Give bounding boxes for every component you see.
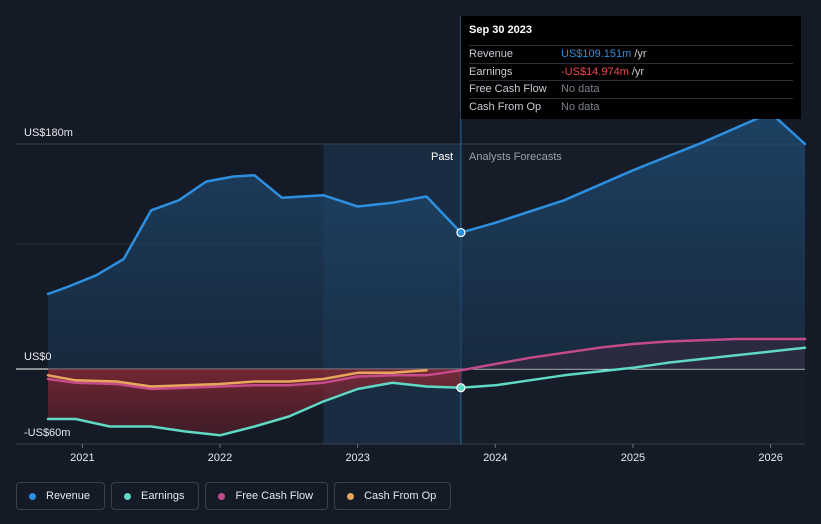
legend: Revenue Earnings Free Cash Flow Cash From O… xyxy=(16,482,452,510)
tooltip-series-value: -US$14.974m xyxy=(561,65,629,78)
legend-label: Free Cash Flow xyxy=(235,490,314,502)
legend-dot-icon xyxy=(347,492,355,500)
fcf-forecast-area xyxy=(460,339,805,371)
hover-markers xyxy=(456,227,466,393)
legend-item[interactable]: Free Cash Flow xyxy=(205,482,329,510)
y-axis-top-label: US$180m xyxy=(24,127,73,139)
revenue-marker xyxy=(456,227,466,238)
x-tick-label: 2021 xyxy=(70,452,94,464)
tooltip-row: Cash From Op No data xyxy=(469,97,793,116)
legend-label: Cash From Op xyxy=(364,490,437,502)
legend-dot-icon xyxy=(124,492,132,500)
legend-label: Revenue xyxy=(46,490,91,502)
series-lines xyxy=(46,111,807,437)
tooltip: Sep 30 2023 Revenue US$109.151m/yr Earning… xyxy=(461,16,801,119)
tooltip-series-value: US$109.151m xyxy=(561,48,632,61)
legend-label: Earnings xyxy=(141,490,185,502)
legend-dot-icon xyxy=(29,492,36,500)
legend-item[interactable]: Earnings xyxy=(111,482,200,510)
free-cash-flow-line xyxy=(46,337,807,391)
x-tick-label: 2023 xyxy=(345,452,369,464)
tooltip-series-value: No data xyxy=(561,83,600,96)
earnings-line xyxy=(46,346,807,437)
y-axis-bottom-label: -US$60m xyxy=(24,427,70,439)
x-tick-label: 2022 xyxy=(208,452,232,464)
cash-from-op-line xyxy=(46,369,428,388)
tooltip-row: Revenue US$109.151m/yr xyxy=(469,45,793,63)
tooltip-series-name: Revenue xyxy=(469,48,514,61)
tooltip-date: Sep 30 2023 xyxy=(469,24,532,36)
x-tick-label: 2025 xyxy=(621,452,645,464)
tooltip-row: Free Cash Flow No data xyxy=(469,80,793,98)
tooltip-row: Earnings -US$14.974m/yr xyxy=(469,62,793,81)
tooltip-series-name: Earnings xyxy=(469,65,513,78)
legend-item[interactable]: Cash From Op xyxy=(334,482,452,510)
legend-item[interactable]: Revenue xyxy=(16,482,106,510)
legend-dot-icon xyxy=(218,492,226,500)
tooltip-series-name: Free Cash Flow xyxy=(469,83,547,96)
tooltip-series-value: No data xyxy=(561,100,600,113)
tooltip-series-name: Cash From Op xyxy=(469,100,542,113)
x-tick-label: 2026 xyxy=(758,452,782,464)
tooltip-unit: /yr xyxy=(634,48,647,61)
tooltip-rows: Revenue US$109.151m/yr Earnings -US$14.974m… xyxy=(469,45,793,115)
revenue-line xyxy=(46,111,807,296)
y-axis-zero-label: US$0 xyxy=(24,351,52,363)
earnings-marker xyxy=(456,383,466,393)
past-label: Past xyxy=(431,151,453,163)
x-axis-ticks: 2021 2022 2023 2024 2025 2026 xyxy=(70,444,783,464)
tooltip-unit: /yr xyxy=(631,65,645,78)
x-tick-label: 2024 xyxy=(483,452,507,464)
forecast-label: Analysts Forecasts xyxy=(469,151,562,163)
